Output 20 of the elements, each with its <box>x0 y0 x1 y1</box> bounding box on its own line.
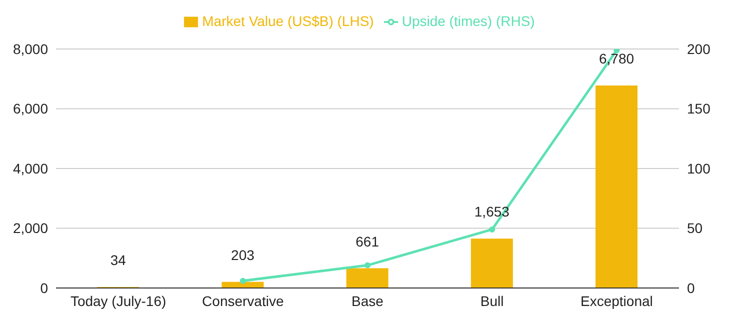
y2-tick-label: 200 <box>687 40 711 57</box>
legend-label: Market Value (US$B) (LHS) <box>202 13 374 29</box>
legend-label: Upside (times) (RHS) <box>402 13 535 29</box>
x-tick-label: Bull <box>480 292 504 309</box>
y-tick-label: 8,000 <box>12 40 48 57</box>
data-label: 34 <box>110 252 126 268</box>
y2-tick-label: 100 <box>687 160 711 176</box>
x-tick-label: Today (July-16) <box>70 292 166 309</box>
y-tick-label: 4,000 <box>12 160 48 176</box>
x-tick-label: Base <box>352 292 384 309</box>
y2-tick-label: 0 <box>687 280 695 296</box>
y-tick-label: 2,000 <box>12 220 48 236</box>
y2-tick-label: 50 <box>687 220 703 236</box>
x-tick-label: Exceptional <box>580 292 653 309</box>
x-tick-label: Conservative <box>202 292 284 309</box>
data-label: 661 <box>356 233 380 250</box>
data-label: 203 <box>231 246 255 263</box>
y-tick-label: 6,000 <box>12 100 48 117</box>
y2-tick-label: 150 <box>687 100 711 117</box>
y-tick-label: 0 <box>40 280 48 296</box>
